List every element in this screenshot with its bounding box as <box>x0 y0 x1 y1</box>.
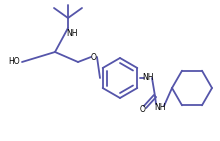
Text: NH: NH <box>154 103 166 112</box>
Text: O: O <box>91 52 97 61</box>
Text: HO: HO <box>8 58 20 67</box>
Text: NH: NH <box>66 29 78 38</box>
Text: NH: NH <box>142 73 154 82</box>
Text: O: O <box>140 104 146 114</box>
